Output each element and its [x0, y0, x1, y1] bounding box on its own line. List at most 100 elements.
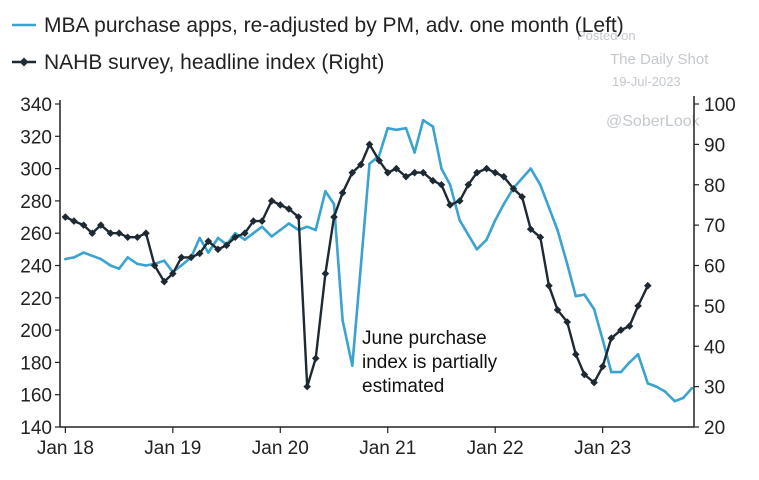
watermark-posted-on: Posted on	[577, 28, 636, 43]
data-point-nahb	[294, 213, 303, 221]
data-point-nahb	[518, 193, 526, 201]
annotation: June purchase index is partially estimat…	[362, 328, 502, 397]
data-point-mba	[574, 294, 578, 298]
data-point-mba	[278, 228, 282, 232]
data-point-nahb	[607, 334, 616, 342]
data-point-nahb	[526, 225, 535, 233]
data-point-nahb	[563, 318, 571, 326]
data-point-mba	[592, 307, 596, 311]
data-point-mba	[72, 256, 76, 259]
data-point-mba	[206, 251, 210, 254]
data-point-nahb	[321, 269, 330, 278]
legend-label-nahb: NAHB survey, headline index (Right)	[44, 51, 384, 74]
data-point-mba	[458, 218, 462, 222]
data-point-nahb	[464, 180, 473, 189]
data-point-mba	[529, 167, 532, 170]
watermark-date: 19-Jul-2023	[612, 74, 681, 89]
data-point-mba	[628, 361, 631, 364]
data-point-mba	[386, 126, 390, 130]
data-point-mba	[270, 235, 273, 238]
data-point-mba	[565, 262, 569, 266]
legend: MBA purchase apps, re-adjusted by PM, ad…	[12, 14, 624, 74]
data-point-nahb	[142, 229, 150, 237]
watermark: Posted on The Daily Shot 19-Jul-2023 @So…	[577, 28, 709, 130]
data-point-mba	[198, 236, 201, 240]
data-point-mba	[162, 259, 166, 262]
data-point-nahb	[625, 322, 634, 330]
data-point-nahb	[590, 378, 598, 387]
left-tick-label: 240	[20, 257, 52, 278]
data-point-nahb	[160, 277, 169, 286]
data-point-mba	[440, 167, 443, 170]
left-tick-label: 140	[20, 418, 52, 439]
data-point-mba	[431, 125, 435, 128]
data-point-nahb	[402, 172, 410, 181]
data-point-nahb	[365, 140, 374, 149]
watermark-source: The Daily Shot	[610, 51, 709, 68]
right-tick-label: 90	[704, 135, 725, 156]
series-line-nahb	[64, 143, 649, 388]
axes	[59, 96, 695, 428]
series-mba	[64, 118, 694, 403]
data-point-nahb	[267, 197, 276, 205]
data-point-nahb	[133, 233, 142, 242]
x-axis-ticks: Jan 18 Jan 19 Jan 20 Jan 21 Jan 22 Jan 23	[37, 427, 631, 459]
right-tick-label: 60	[704, 257, 725, 278]
data-point-mba	[64, 257, 67, 261]
data-point-nahb	[491, 168, 500, 177]
data-point-nahb	[276, 201, 285, 209]
data-point-mba	[90, 254, 94, 258]
data-point-nahb	[437, 180, 446, 189]
watermark-handle: @SoberLook	[606, 113, 701, 130]
data-point-nahb	[258, 217, 266, 225]
data-point-mba	[502, 202, 506, 206]
series-nahb	[61, 140, 652, 391]
series-layer	[61, 118, 694, 403]
data-point-mba	[421, 118, 425, 122]
data-point-nahb	[195, 249, 204, 258]
data-point-mba	[252, 231, 255, 235]
data-point-nahb	[169, 269, 177, 278]
right-tick-label: 20	[704, 418, 725, 439]
data-point-mba	[520, 176, 524, 180]
data-point-nahb	[303, 382, 311, 391]
data-point-nahb	[383, 168, 392, 177]
data-point-mba	[475, 248, 479, 251]
right-axis-ticks: 20 30 40 50 60 70 80 90 100	[694, 95, 736, 439]
data-point-nahb	[553, 306, 562, 314]
data-point-mba	[413, 151, 416, 154]
data-point-nahb	[545, 281, 553, 290]
right-tick-label: 70	[704, 216, 725, 237]
data-point-nahb	[70, 217, 78, 225]
data-point-mba	[663, 390, 667, 393]
data-point-mba	[233, 231, 237, 235]
data-point-mba	[260, 225, 264, 229]
left-tick-label: 320	[20, 127, 52, 148]
x-tick-label: Jan 22	[467, 438, 524, 459]
data-point-mba	[583, 293, 586, 296]
data-point-nahb	[204, 237, 213, 246]
left-tick-label: 300	[20, 160, 52, 181]
x-tick-label: Jan 20	[252, 438, 309, 459]
data-point-mba	[485, 238, 488, 241]
data-point-nahb	[187, 253, 195, 262]
data-point-nahb	[473, 168, 481, 177]
data-point-nahb	[536, 233, 545, 242]
data-point-mba	[377, 154, 381, 157]
annotation-line-1: June purchase	[362, 328, 487, 349]
data-point-nahb	[634, 302, 642, 310]
data-point-nahb	[500, 172, 508, 181]
data-point-mba	[539, 183, 542, 187]
data-point-mba	[243, 238, 247, 241]
data-point-nahb	[446, 201, 454, 209]
data-point-mba	[395, 128, 398, 132]
data-point-nahb	[88, 229, 97, 237]
data-point-mba	[341, 319, 344, 322]
data-point-mba	[144, 264, 148, 267]
data-point-nahb	[410, 168, 419, 177]
right-tick-label: 30	[704, 378, 725, 399]
annotation-line-2: index is partially	[362, 352, 498, 373]
data-point-nahb	[222, 241, 231, 250]
data-point-nahb	[177, 253, 186, 262]
